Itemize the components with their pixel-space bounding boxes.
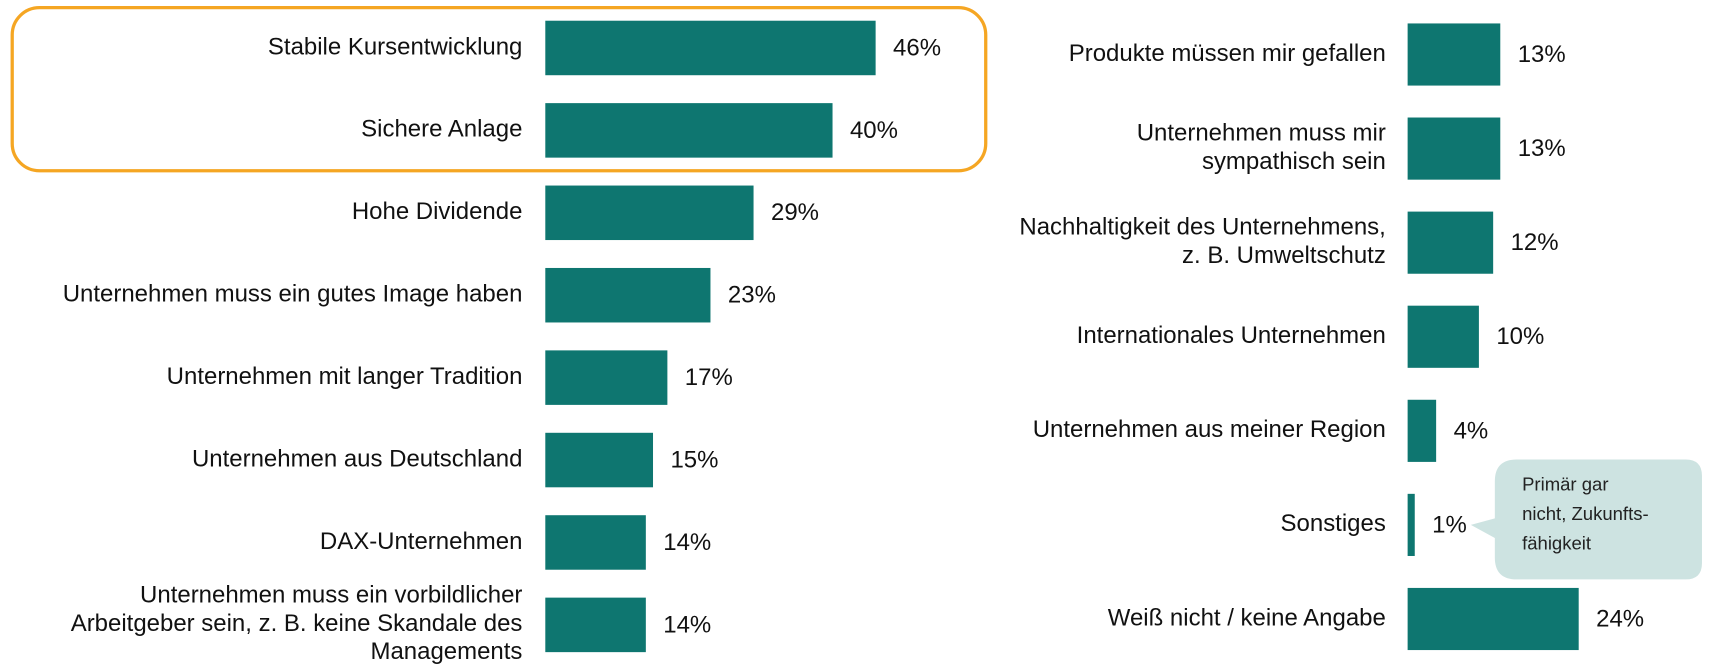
- value-label: 14%: [663, 611, 711, 638]
- bar: [1407, 399, 1437, 462]
- bar: [545, 432, 654, 488]
- value-label: 24%: [1596, 605, 1644, 632]
- bar: [1407, 587, 1579, 651]
- annotation-text: nicht, Zukunfts-: [1522, 503, 1649, 524]
- category-label: Unternehmen muss mir sympathisch sein: [1137, 120, 1386, 175]
- category-label: Unternehmen muss ein gutes Image haben: [63, 281, 523, 308]
- bar: [1407, 117, 1501, 180]
- bar: [545, 350, 668, 405]
- annotation-callout: [1470, 459, 1702, 580]
- highlight-box: [10, 5, 988, 173]
- bar: [1407, 23, 1501, 86]
- value-label: 1%: [1432, 511, 1467, 538]
- value-label: 23%: [728, 282, 776, 309]
- bar: [545, 103, 833, 158]
- value-label: 17%: [685, 364, 733, 391]
- bar: [1407, 305, 1479, 368]
- category-label: Hohe Dividende: [352, 198, 523, 225]
- category-label: Nachhaltigkeit des Unternehmens, z. B. Um…: [1019, 214, 1385, 269]
- value-label: 13%: [1518, 135, 1566, 162]
- value-label: 29%: [771, 199, 819, 226]
- category-label: Stabile Kursentwicklung: [268, 33, 522, 60]
- bar: [545, 597, 646, 653]
- category-label: Unternehmen mit langer Tradition: [167, 363, 523, 390]
- annotation-text: fähigkeit: [1522, 532, 1592, 553]
- bar: [545, 267, 711, 323]
- category-label: Sichere Anlage: [361, 116, 522, 143]
- category-label: Produkte müssen mir gefallen: [1069, 40, 1386, 67]
- value-label: 10%: [1496, 323, 1544, 350]
- category-label: DAX-Unternehmen: [320, 528, 523, 555]
- bar: [545, 20, 876, 76]
- category-label: Internationales Unternehmen: [1077, 322, 1386, 349]
- bar: [1407, 493, 1415, 556]
- category-label: Weiß nicht / keine Angabe: [1108, 604, 1386, 631]
- bar: [545, 185, 754, 241]
- value-label: 12%: [1511, 229, 1559, 256]
- category-label: Unternehmen aus meiner Region: [1033, 416, 1386, 443]
- value-label: 40%: [850, 117, 898, 144]
- value-label: 46%: [893, 34, 941, 61]
- category-label: Unternehmen aus Deutschland: [192, 445, 522, 472]
- category-label: Sonstiges: [1281, 510, 1386, 537]
- value-label: 13%: [1518, 41, 1566, 68]
- bar: [1407, 211, 1494, 274]
- annotation-text: Primär gar: [1522, 474, 1608, 495]
- category-label: Unternehmen muss ein vorbildlicher Arbeit…: [71, 582, 523, 665]
- value-label: 15%: [670, 446, 718, 473]
- value-label: 14%: [663, 529, 711, 556]
- bar: [545, 515, 646, 570]
- value-label: 4%: [1454, 417, 1489, 444]
